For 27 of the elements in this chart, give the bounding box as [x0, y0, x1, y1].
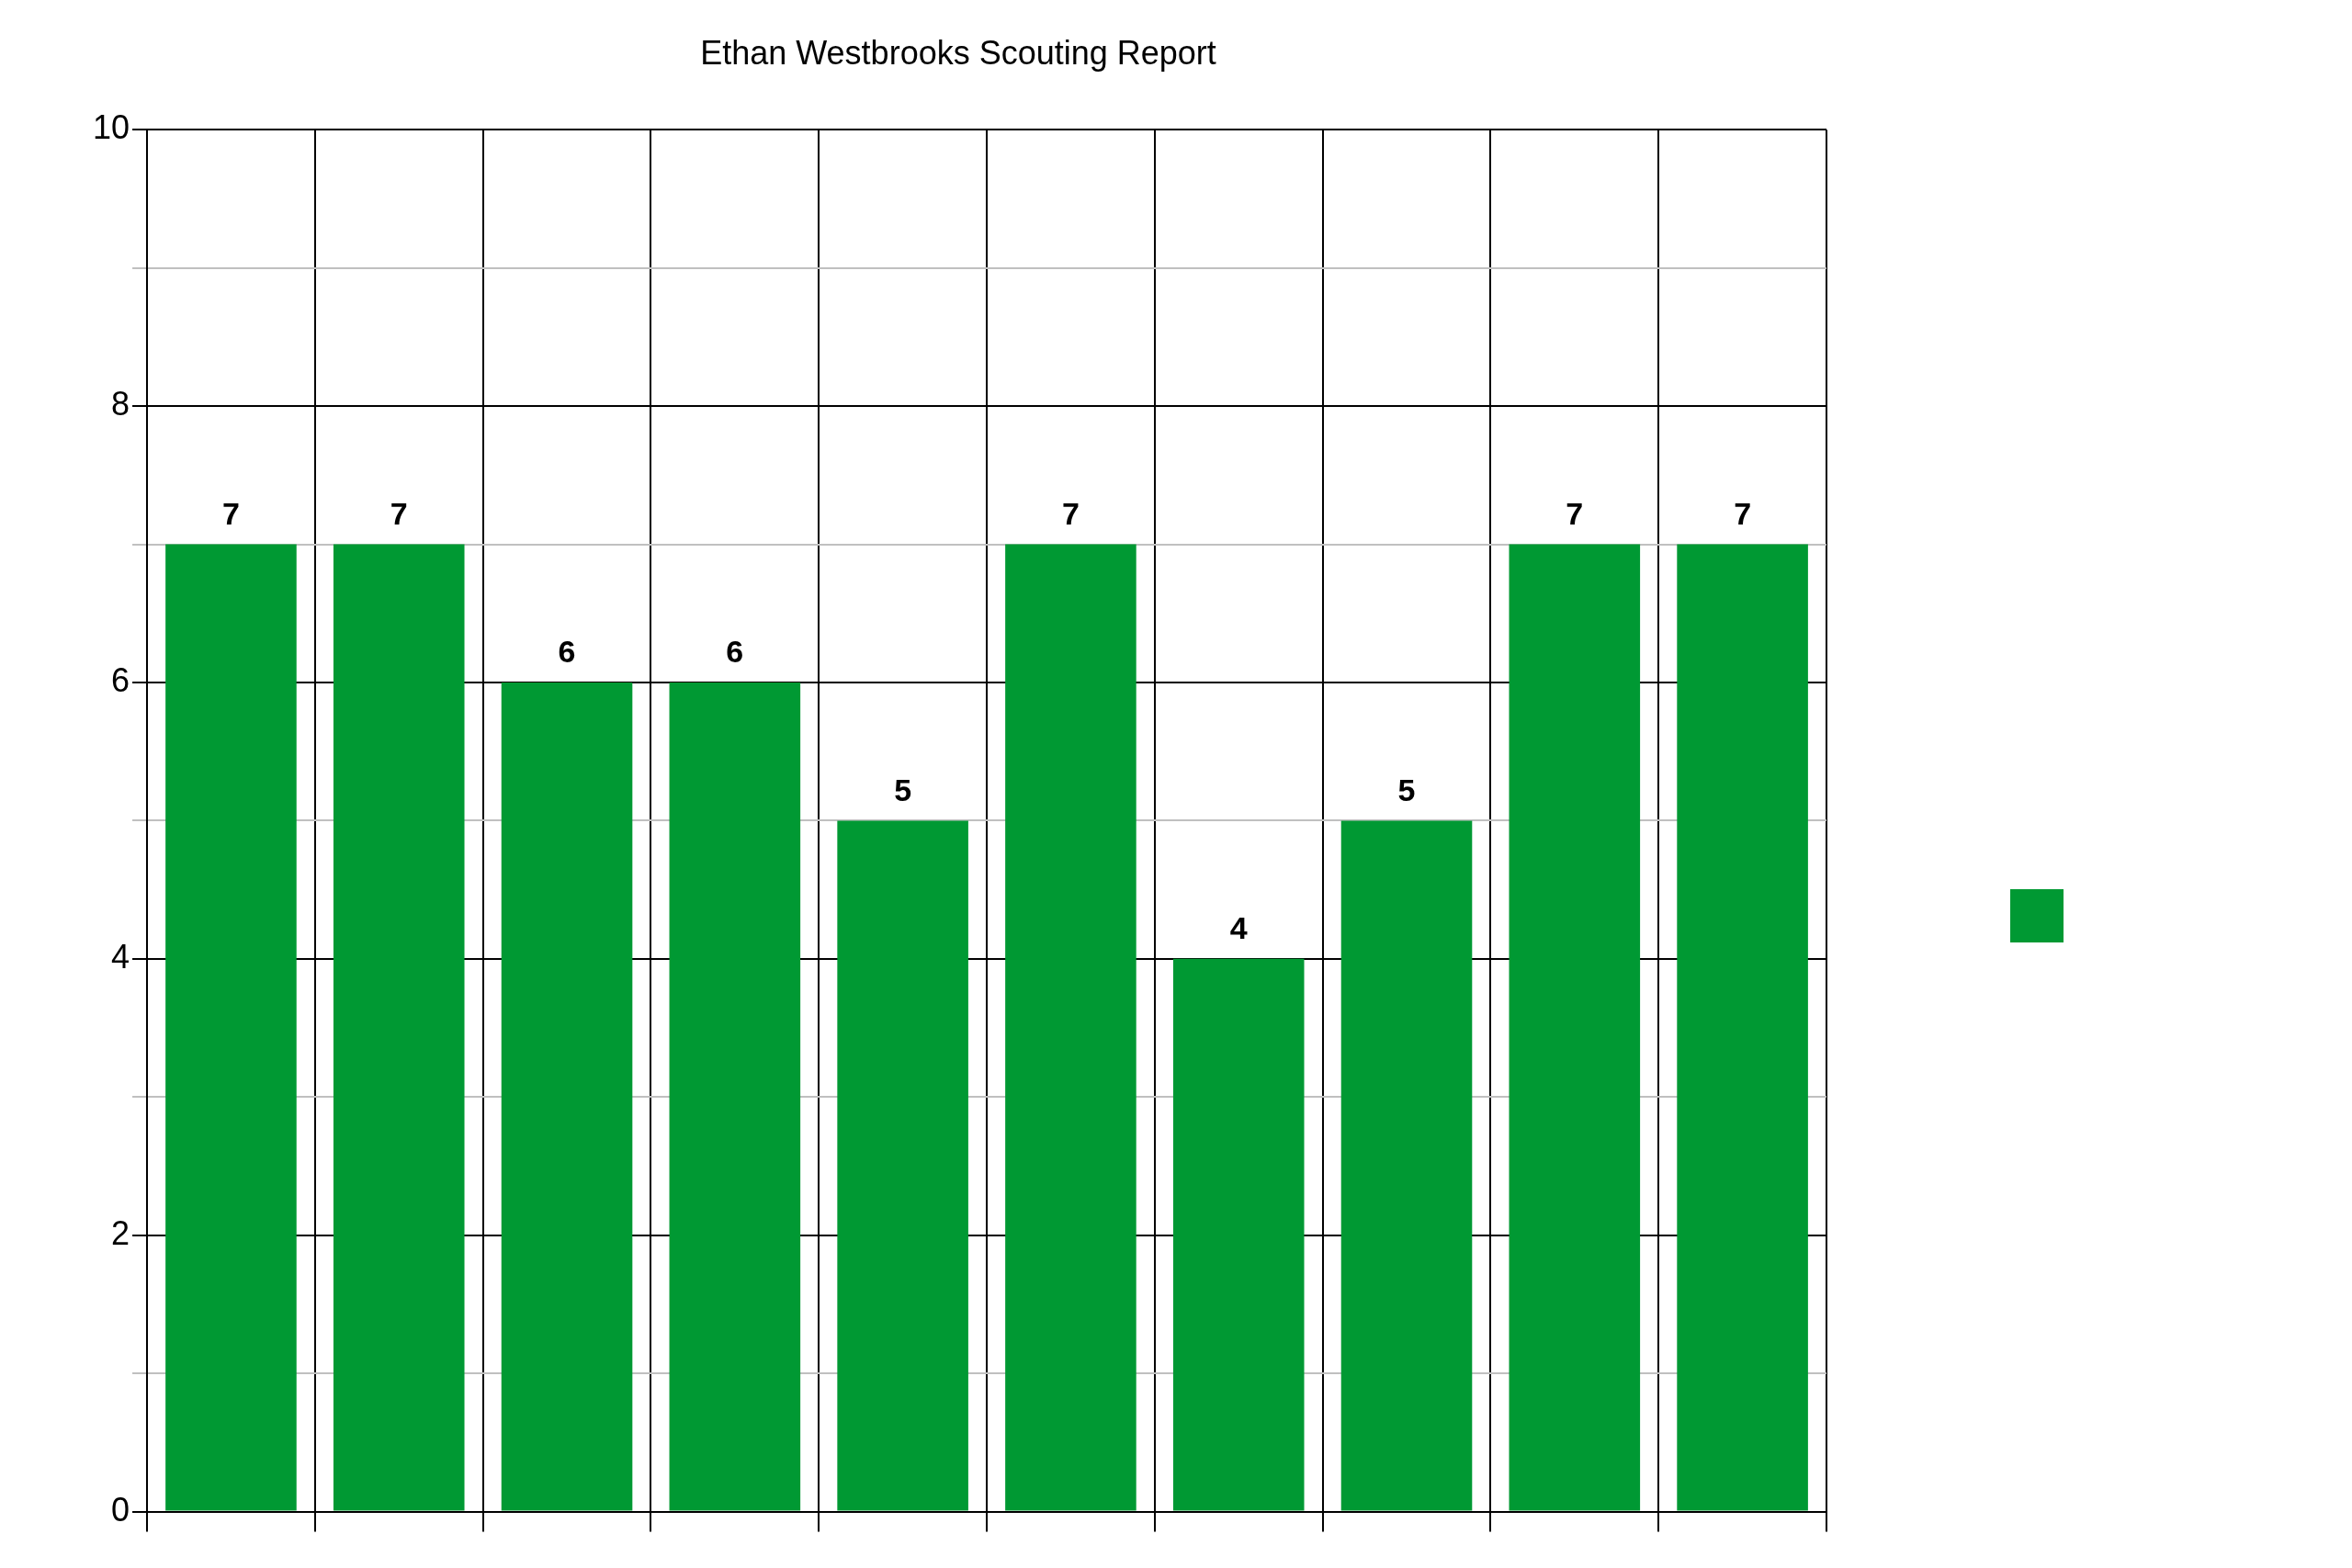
data-label: 5	[1397, 772, 1416, 807]
y-tick-label: 0	[111, 1490, 130, 1529]
y-tick-label: 10	[93, 108, 130, 147]
bar	[837, 820, 968, 1511]
bar	[501, 682, 633, 1511]
data-label: 5	[894, 772, 912, 807]
bar	[1172, 958, 1305, 1511]
bar	[1005, 544, 1136, 1511]
bar	[333, 544, 465, 1511]
y-tick-label: 6	[111, 660, 130, 699]
y-tick-label: 4	[111, 937, 130, 976]
bar	[669, 682, 801, 1511]
data-label: 4	[1229, 910, 1248, 946]
data-label: 7	[390, 495, 408, 531]
data-label: 7	[1566, 495, 1584, 531]
y-tick-label: 2	[111, 1213, 130, 1252]
data-label: 7	[1061, 495, 1080, 531]
bar	[1509, 544, 1641, 1511]
data-label: 7	[1734, 495, 1752, 531]
data-label: 6	[726, 634, 744, 670]
data-label: 7	[221, 495, 240, 531]
chart-title: Ethan Westbrooks Scouting Report	[700, 33, 1216, 72]
bar	[1340, 820, 1473, 1511]
data-label: 6	[558, 634, 576, 670]
bar	[1677, 544, 1808, 1511]
y-tick-label: 8	[111, 385, 130, 423]
bar	[165, 544, 297, 1511]
